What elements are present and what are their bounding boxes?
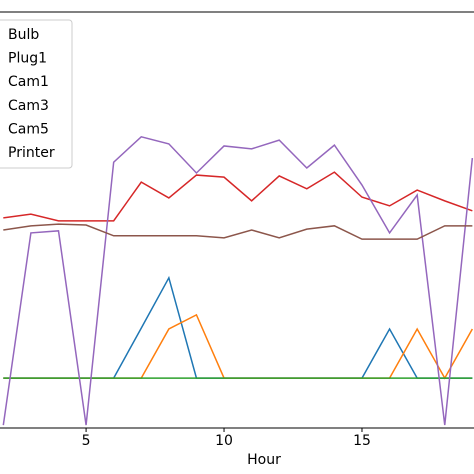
x-axis-label: Hour — [247, 452, 281, 468]
legend-label: Bulb — [8, 27, 39, 43]
x-tick-label: 10 — [215, 433, 233, 449]
plot-area — [2, 135, 474, 426]
x-tick-label: 15 — [353, 433, 371, 449]
legend-label: Cam1 — [8, 74, 49, 90]
series-line — [3, 275, 473, 379]
series-line — [3, 223, 473, 240]
series-line — [3, 313, 473, 380]
legend-label: Cam3 — [8, 98, 49, 114]
legend-label: Plug1 — [8, 51, 47, 67]
series-line — [3, 171, 473, 222]
series-line — [2, 135, 474, 426]
legend — [0, 19, 73, 169]
legend-label: Cam5 — [8, 121, 49, 137]
x-tick-label: 5 — [82, 433, 91, 449]
legend-label: Printer — [8, 145, 55, 161]
